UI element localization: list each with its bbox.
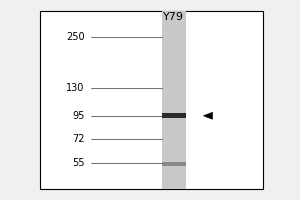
Bar — [162, 113, 186, 118]
Text: 130: 130 — [66, 83, 85, 93]
Bar — [40, 11, 263, 189]
Text: 250: 250 — [66, 32, 85, 42]
Text: 95: 95 — [72, 111, 85, 121]
Text: Y79: Y79 — [163, 12, 184, 22]
Bar — [162, 162, 186, 166]
Polygon shape — [203, 112, 212, 119]
Text: 55: 55 — [72, 158, 85, 168]
Text: 72: 72 — [72, 134, 85, 144]
Bar — [162, 11, 186, 189]
